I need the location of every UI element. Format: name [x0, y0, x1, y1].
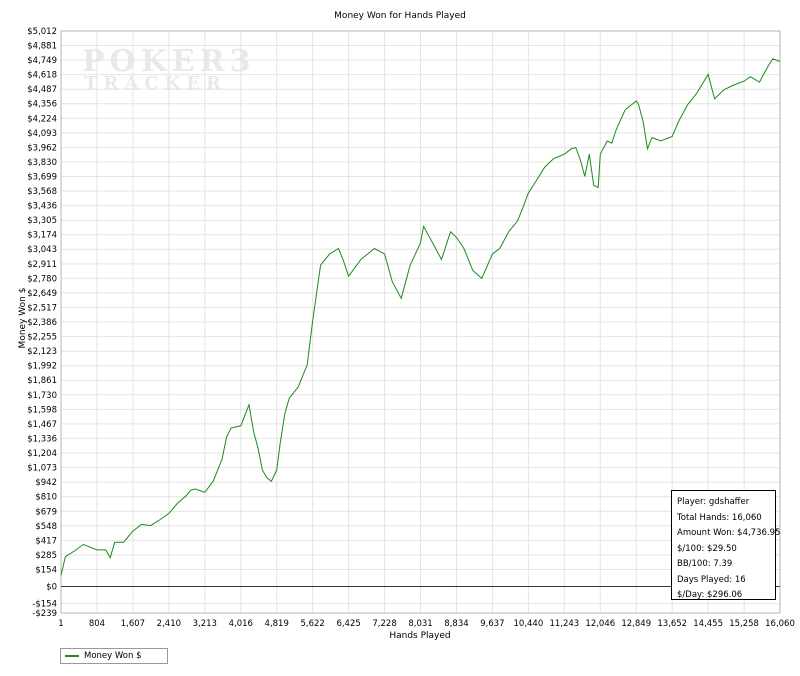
x-tick-label: 1: [58, 619, 63, 629]
y-tick-label: $3,305: [27, 216, 57, 226]
x-tick-label: 10,440: [514, 619, 544, 629]
x-tick-label: 4,819: [265, 619, 289, 629]
legend: Money Won $: [60, 648, 168, 664]
x-tick-label: 8,834: [444, 619, 468, 629]
y-tick-label: $0: [46, 583, 57, 593]
y-tick-label: $2,386: [27, 318, 57, 328]
y-tick-label: $3,830: [27, 158, 57, 168]
y-tick-label: $1,598: [27, 405, 57, 415]
y-tick-label: $2,780: [27, 274, 57, 284]
y-tick-label: $1,204: [27, 449, 57, 459]
stats-bb-100: BB/100: 7.39: [677, 559, 733, 569]
chart-title: Money Won for Hands Played: [334, 11, 466, 21]
x-tick-label: 4,016: [229, 619, 253, 629]
y-tick-label: $2,517: [27, 304, 57, 314]
y-tick-label: $1,467: [27, 420, 57, 430]
y-tick-label: $2,123: [27, 347, 57, 357]
legend-label: Money Won $: [84, 651, 142, 661]
x-tick-label: 2,410: [157, 619, 181, 629]
y-axis-label: Money Won $: [18, 287, 28, 349]
y-tick-label: $679: [35, 507, 57, 517]
stats-days-played: Days Played: 16: [677, 574, 746, 585]
legend-swatch: [65, 655, 79, 657]
y-tick-label: $3,043: [27, 245, 57, 255]
y-tick-label: $4,749: [27, 56, 57, 66]
y-tick-label: $3,962: [27, 143, 57, 153]
y-tick-label: -$154: [32, 600, 57, 610]
y-tick-label: $5,012: [27, 27, 57, 37]
y-tick-label: $1,073: [27, 464, 57, 474]
stats-player: Player: gdshaffer: [677, 497, 750, 507]
y-tick-label: $810: [35, 493, 57, 503]
y-tick-label: $1,336: [27, 434, 57, 444]
x-tick-label: 14,455: [693, 619, 723, 629]
y-tick-label: $3,699: [27, 173, 57, 183]
y-tick-label: $2,255: [27, 333, 57, 343]
y-tick-label: $1,730: [27, 391, 57, 401]
x-tick-label: 12,849: [621, 619, 651, 629]
x-tick-label: 12,046: [585, 619, 615, 629]
y-tick-label: $4,881: [27, 42, 57, 52]
y-tick-label: $2,911: [27, 260, 57, 270]
y-tick-label: $4,093: [27, 129, 57, 139]
watermark-line-1: POKER3: [82, 44, 256, 79]
stats-amount-won: Amount Won: $4,736.95: [677, 528, 781, 538]
y-tick-label: $1,992: [27, 362, 57, 372]
y-tick-label: $4,356: [27, 100, 57, 110]
x-tick-label: 1,607: [121, 619, 145, 629]
x-tick-label: 3,213: [193, 619, 217, 629]
y-tick-label: $548: [35, 522, 57, 532]
y-tick-label: $942: [35, 478, 57, 488]
y-tick-label: -$239: [32, 609, 57, 619]
y-tick-label: $154: [35, 565, 57, 575]
y-tick-label: $2,649: [27, 289, 57, 299]
x-tick-label: 6,425: [336, 619, 360, 629]
stats-total-hands: Total Hands: 16,060: [677, 512, 762, 523]
x-tick-label: 9,637: [480, 619, 504, 629]
y-tick-label: $285: [35, 551, 57, 561]
y-tick-label: $4,487: [27, 85, 57, 95]
x-tick-label: 804: [89, 619, 105, 629]
stats-per-100: $/100: $29.50: [677, 543, 737, 554]
y-tick-label: $4,224: [27, 114, 57, 124]
y-tick-label: $3,568: [27, 187, 57, 197]
x-tick-label: 16,060: [765, 619, 795, 629]
x-tick-label: 11,243: [549, 619, 579, 629]
y-tick-label: $3,436: [27, 202, 57, 212]
y-tick-label: $417: [35, 536, 57, 546]
stats-box: Player: gdshaffer Total Hands: 16,060 Am…: [671, 490, 781, 600]
x-tick-label: 7,228: [372, 619, 396, 629]
y-tick-label: $3,174: [27, 231, 57, 241]
stats-per-day: $/Day: $296.06: [677, 590, 743, 600]
x-tick-label: 15,258: [729, 619, 759, 629]
x-axis-label: Hands Played: [389, 631, 451, 641]
series-line-money-won: [60, 58, 781, 576]
x-tick-label: 5,622: [300, 619, 324, 629]
y-tick-label: $4,618: [27, 71, 57, 81]
y-tick-label: $1,861: [27, 376, 57, 386]
x-tick-label: 8,031: [408, 619, 432, 629]
x-tick-label: 13,652: [657, 619, 687, 629]
